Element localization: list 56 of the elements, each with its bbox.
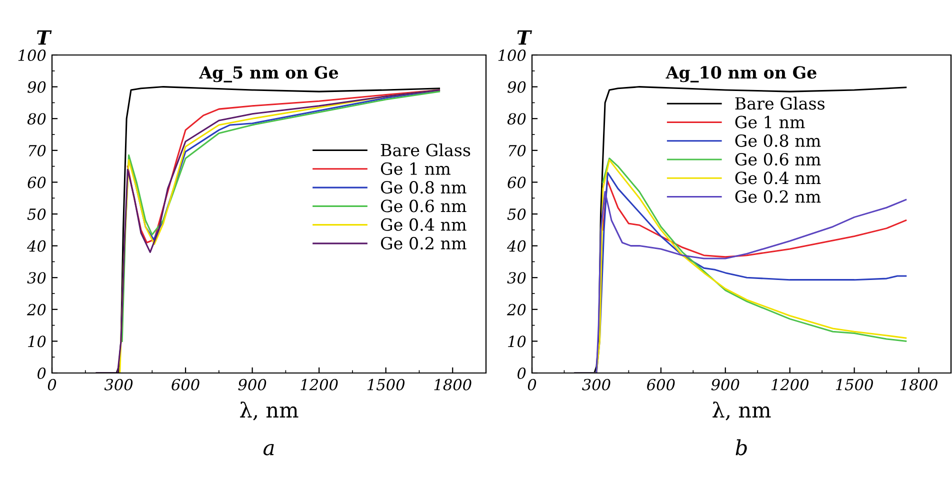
x-tick-label: 300 xyxy=(582,378,610,390)
y-tick-label: 100 xyxy=(18,49,46,62)
x-axis-title: λ, nm xyxy=(712,402,771,420)
y-axis-title: T xyxy=(517,30,532,45)
y-tick-label: 10 xyxy=(28,336,46,348)
y-tick-label: 40 xyxy=(26,240,46,252)
x-tick-label: 600 xyxy=(647,378,675,390)
y-tick-label: 60 xyxy=(28,176,46,188)
y-tick-label: 50 xyxy=(27,208,46,220)
y-tick-label: 20 xyxy=(26,304,46,316)
y-tick-label: 80 xyxy=(507,113,526,125)
x-tick-label: 1500 xyxy=(367,378,404,390)
y-tick-label: 0 xyxy=(38,367,46,380)
x-tick-label: 900 xyxy=(711,378,740,390)
y-tick-label: 80 xyxy=(27,113,46,125)
legend-label: Bare Glass xyxy=(380,143,470,156)
legend-label: Ge 0.2 nm xyxy=(735,190,821,203)
legend-label: Bare Glass xyxy=(735,96,825,110)
x-tick-label: 0 xyxy=(528,378,536,390)
x-tick-label: 900 xyxy=(238,378,266,390)
legend-label: Ge 1 nm xyxy=(380,162,450,175)
y-tick-label: 10 xyxy=(508,336,526,348)
y-tick-label: 70 xyxy=(508,144,526,156)
y-tick-label: 70 xyxy=(28,144,46,156)
legend-label: Ge 1 nm xyxy=(735,116,805,128)
x-tick-label: 600 xyxy=(172,378,200,390)
text: a xyxy=(263,444,274,456)
legend-label: Ge 0.6 nm xyxy=(380,200,466,212)
x-axis-title: λ, nm xyxy=(240,402,298,420)
x-tick-label: 0 xyxy=(48,378,56,390)
y-tick-label: 60 xyxy=(508,176,526,188)
x-tick-label: 1200 xyxy=(771,378,808,390)
x-tick-label: 1200 xyxy=(300,378,338,390)
x-tick-label: 300 xyxy=(104,378,133,390)
text: b xyxy=(736,439,747,456)
y-tick-label: 20 xyxy=(506,304,526,316)
legend-label: Ge 0.2 nm xyxy=(380,236,466,250)
legend-label: Ge 0.8 nm xyxy=(735,134,821,147)
legend-label: Ge 0.6 nm xyxy=(735,152,821,166)
legend-label: Ge 0.4 nm xyxy=(735,172,821,184)
x-tick-label: 1500 xyxy=(836,378,873,390)
legend-label: Ge 0.8 nm xyxy=(380,181,466,194)
y-tick-label: 100 xyxy=(498,49,526,62)
y-axis-title: T xyxy=(36,30,52,45)
y-tick-label: 30 xyxy=(507,272,526,284)
y-tick-label: 30 xyxy=(27,272,46,284)
y-tick-label: 40 xyxy=(506,240,526,252)
text: Ag_10 nm on Ge xyxy=(666,66,816,82)
x-tick-label: 1800 xyxy=(434,378,472,390)
y-tick-label: 90 xyxy=(28,81,46,93)
y-tick-label: 90 xyxy=(508,81,526,93)
text: Ag_5 nm on Ge xyxy=(198,66,338,82)
legend-label: Ge 0.4 nm xyxy=(380,218,466,231)
x-tick-label: 1800 xyxy=(900,378,938,390)
y-tick-label: 50 xyxy=(507,208,526,220)
y-tick-label: 0 xyxy=(518,367,526,380)
